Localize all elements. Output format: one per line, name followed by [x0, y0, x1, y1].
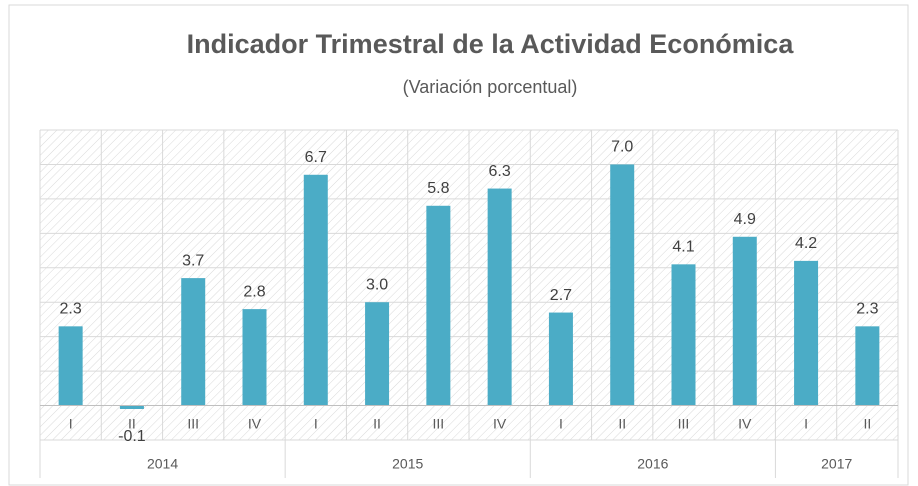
x-tick-label: IV — [493, 416, 507, 432]
bar — [426, 205, 451, 406]
x-tick-label: III — [433, 416, 445, 432]
bar — [548, 312, 573, 406]
bar — [119, 405, 144, 409]
bar — [732, 236, 757, 406]
bar — [181, 278, 206, 406]
data-label: 5.8 — [427, 180, 449, 197]
x-tick-label: IV — [248, 416, 262, 432]
group-label: 2015 — [392, 456, 423, 472]
chart-subtitle: (Variación porcentual) — [403, 77, 578, 97]
bar — [242, 309, 267, 406]
x-tick-label: II — [373, 416, 381, 432]
x-tick-label: II — [128, 416, 136, 432]
data-label: 2.3 — [60, 301, 82, 318]
x-tick-label: I — [559, 416, 563, 432]
data-label: 6.3 — [489, 163, 511, 180]
data-label: 4.2 — [795, 235, 817, 252]
data-label: 3.7 — [182, 252, 204, 269]
data-label: 2.8 — [243, 283, 265, 300]
bar — [671, 264, 696, 406]
group-label: 2014 — [147, 456, 178, 472]
x-tick-label: I — [314, 416, 318, 432]
group-label: 2016 — [637, 456, 668, 472]
data-label: 4.1 — [672, 239, 694, 256]
data-label: 4.9 — [734, 211, 756, 228]
bar — [487, 188, 512, 406]
chart-title: Indicador Trimestral de la Actividad Eco… — [187, 29, 795, 59]
data-label: 7.0 — [611, 139, 633, 156]
x-tick-label: I — [804, 416, 808, 432]
x-tick-label: II — [618, 416, 626, 432]
bar — [58, 326, 83, 406]
data-label: 2.7 — [550, 287, 572, 304]
x-tick-label: IV — [738, 416, 752, 432]
bar — [610, 164, 635, 406]
data-label: 3.0 — [366, 276, 388, 293]
data-label: 6.7 — [305, 149, 327, 166]
data-label: -0.1 — [118, 428, 146, 445]
x-tick-label: I — [69, 416, 73, 432]
bar — [855, 326, 880, 406]
x-tick-label: II — [863, 416, 871, 432]
bar — [303, 174, 328, 406]
data-label: 2.3 — [856, 301, 878, 318]
x-tick-label: III — [678, 416, 690, 432]
bar — [365, 302, 390, 406]
bar — [794, 260, 819, 406]
x-tick-label: III — [187, 416, 199, 432]
group-label: 2017 — [821, 456, 852, 472]
